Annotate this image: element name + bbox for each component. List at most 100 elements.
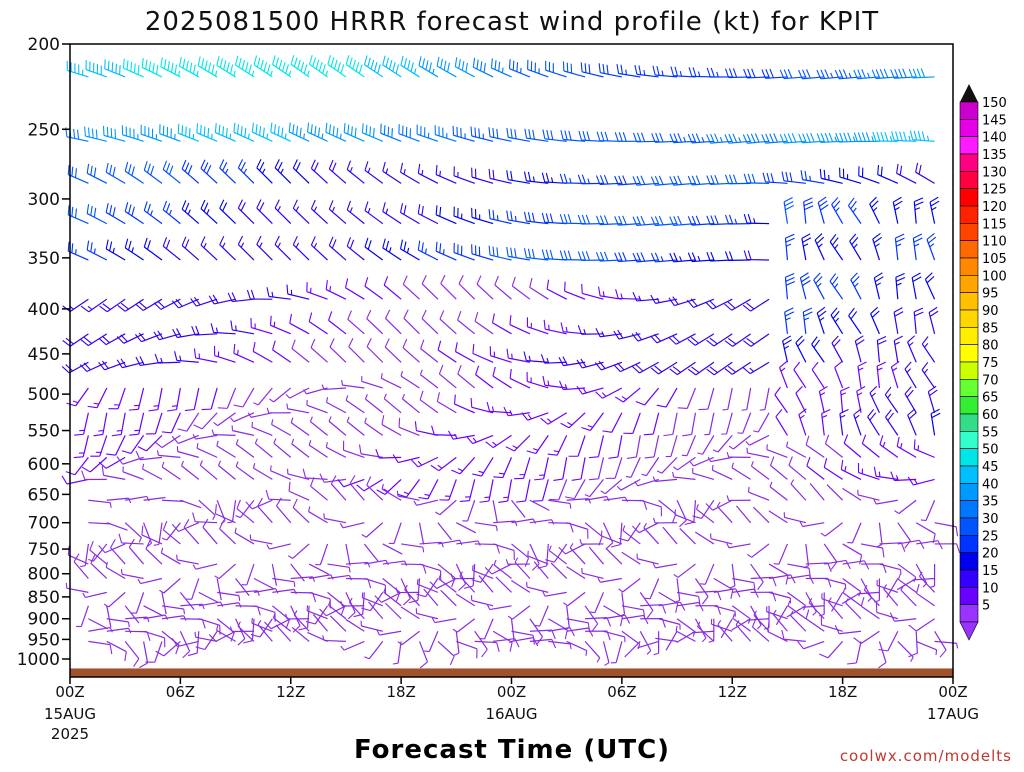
- barb-half-feather: [781, 368, 785, 371]
- barb-feather: [900, 132, 903, 141]
- barb-half-feather: [729, 446, 733, 449]
- barb-half-feather: [897, 283, 902, 285]
- barb-feather: [789, 456, 792, 465]
- barb-staff: [615, 457, 622, 478]
- barb-staff: [399, 134, 420, 142]
- barb-feather: [192, 326, 195, 335]
- barb-feather: [411, 62, 413, 71]
- barb-feather: [436, 242, 437, 251]
- barb-staff: [749, 492, 769, 500]
- barb-half-feather: [674, 574, 678, 577]
- barb-feather: [300, 128, 301, 137]
- barb-feather: [294, 58, 297, 67]
- barb-feather: [569, 131, 571, 140]
- barb-feather: [186, 127, 187, 136]
- barb-feather: [153, 63, 154, 72]
- barb-feather: [74, 434, 83, 435]
- barb-feather: [125, 162, 127, 171]
- barb-half-feather: [774, 564, 779, 565]
- barb-feather: [189, 128, 190, 137]
- ground-fill: [70, 668, 953, 677]
- barb-staff: [123, 457, 144, 464]
- barb-staff: [311, 486, 328, 500]
- barb-feather: [543, 376, 545, 385]
- barb-feather: [680, 602, 684, 610]
- barb-staff: [144, 247, 162, 260]
- barb-half-feather: [162, 538, 167, 540]
- barb-staff: [733, 435, 750, 449]
- barb-staff: [252, 427, 272, 435]
- barb-feather: [587, 131, 590, 140]
- barb-feather: [149, 61, 150, 70]
- barb-staff: [383, 544, 403, 554]
- barb-staff: [485, 619, 494, 639]
- barb-half-feather: [622, 397, 626, 400]
- barb-feather: [596, 392, 603, 399]
- barb-feather: [492, 313, 494, 322]
- barb-staff: [787, 447, 806, 458]
- colorbar-swatch: [960, 119, 978, 136]
- barb-staff: [251, 328, 272, 334]
- colorbar-swatch: [960, 397, 978, 414]
- barb-feather: [182, 160, 186, 169]
- barb-feather: [320, 474, 324, 483]
- barb-feather: [329, 200, 333, 209]
- barb-feather: [493, 477, 502, 478]
- barb-half-feather: [810, 176, 811, 181]
- barb-half-feather: [552, 520, 554, 525]
- barb-feather: [134, 659, 139, 667]
- barb-staff: [751, 564, 764, 582]
- barb-half-feather: [241, 243, 243, 248]
- barb-half-feather: [566, 327, 567, 332]
- barb-feather: [770, 457, 773, 466]
- barb-half-feather: [287, 404, 288, 409]
- barb-feather: [289, 482, 290, 491]
- barb-half-feather: [184, 616, 186, 621]
- barb-staff: [192, 578, 199, 599]
- barb-staff: [258, 388, 272, 405]
- barb-feather: [437, 392, 439, 401]
- barb-staff: [417, 500, 438, 505]
- barb-feather: [602, 431, 611, 432]
- barb-staff: [90, 457, 106, 472]
- barb-feather: [138, 447, 146, 451]
- barb-feather: [194, 348, 195, 357]
- colorbar-label: 125: [982, 183, 1007, 198]
- barb-feather: [644, 434, 653, 435]
- barb-half-feather: [401, 371, 402, 376]
- barb-staff: [139, 413, 144, 434]
- barb-staff: [636, 435, 640, 457]
- barb-staff: [252, 619, 254, 641]
- barb-staff: [420, 400, 438, 413]
- y-axis: 2002503003504004505005506006507007508008…: [17, 35, 70, 670]
- barb-feather: [528, 172, 530, 181]
- barb-feather: [861, 597, 864, 606]
- barb-half-feather: [414, 69, 415, 74]
- barb-feather: [885, 132, 888, 141]
- barb-feather: [819, 201, 827, 206]
- barb-feather: [144, 202, 147, 211]
- barb-feather: [218, 408, 227, 409]
- barb-feather: [190, 63, 192, 72]
- barb-staff: [417, 134, 438, 141]
- barb-feather: [927, 233, 934, 239]
- barb-feather: [459, 59, 461, 68]
- barb-half-feather: [473, 438, 476, 442]
- barb-staff: [326, 290, 346, 300]
- barb-staff: [804, 641, 825, 648]
- barb-feather: [74, 129, 75, 138]
- barb-feather: [422, 242, 423, 251]
- barb-feather: [802, 281, 810, 286]
- barb-half-feather: [898, 574, 900, 579]
- colorbar-swatch: [960, 241, 978, 258]
- barb-half-feather: [836, 208, 840, 212]
- colorbar-label: 35: [982, 495, 999, 510]
- barb-staff: [106, 172, 125, 183]
- barb-feather: [956, 527, 957, 536]
- barb-staff: [631, 457, 640, 477]
- barb-half-feather: [234, 71, 235, 76]
- barb-half-feather: [314, 243, 316, 248]
- barb-staff: [179, 523, 199, 532]
- barb-feather: [792, 133, 796, 142]
